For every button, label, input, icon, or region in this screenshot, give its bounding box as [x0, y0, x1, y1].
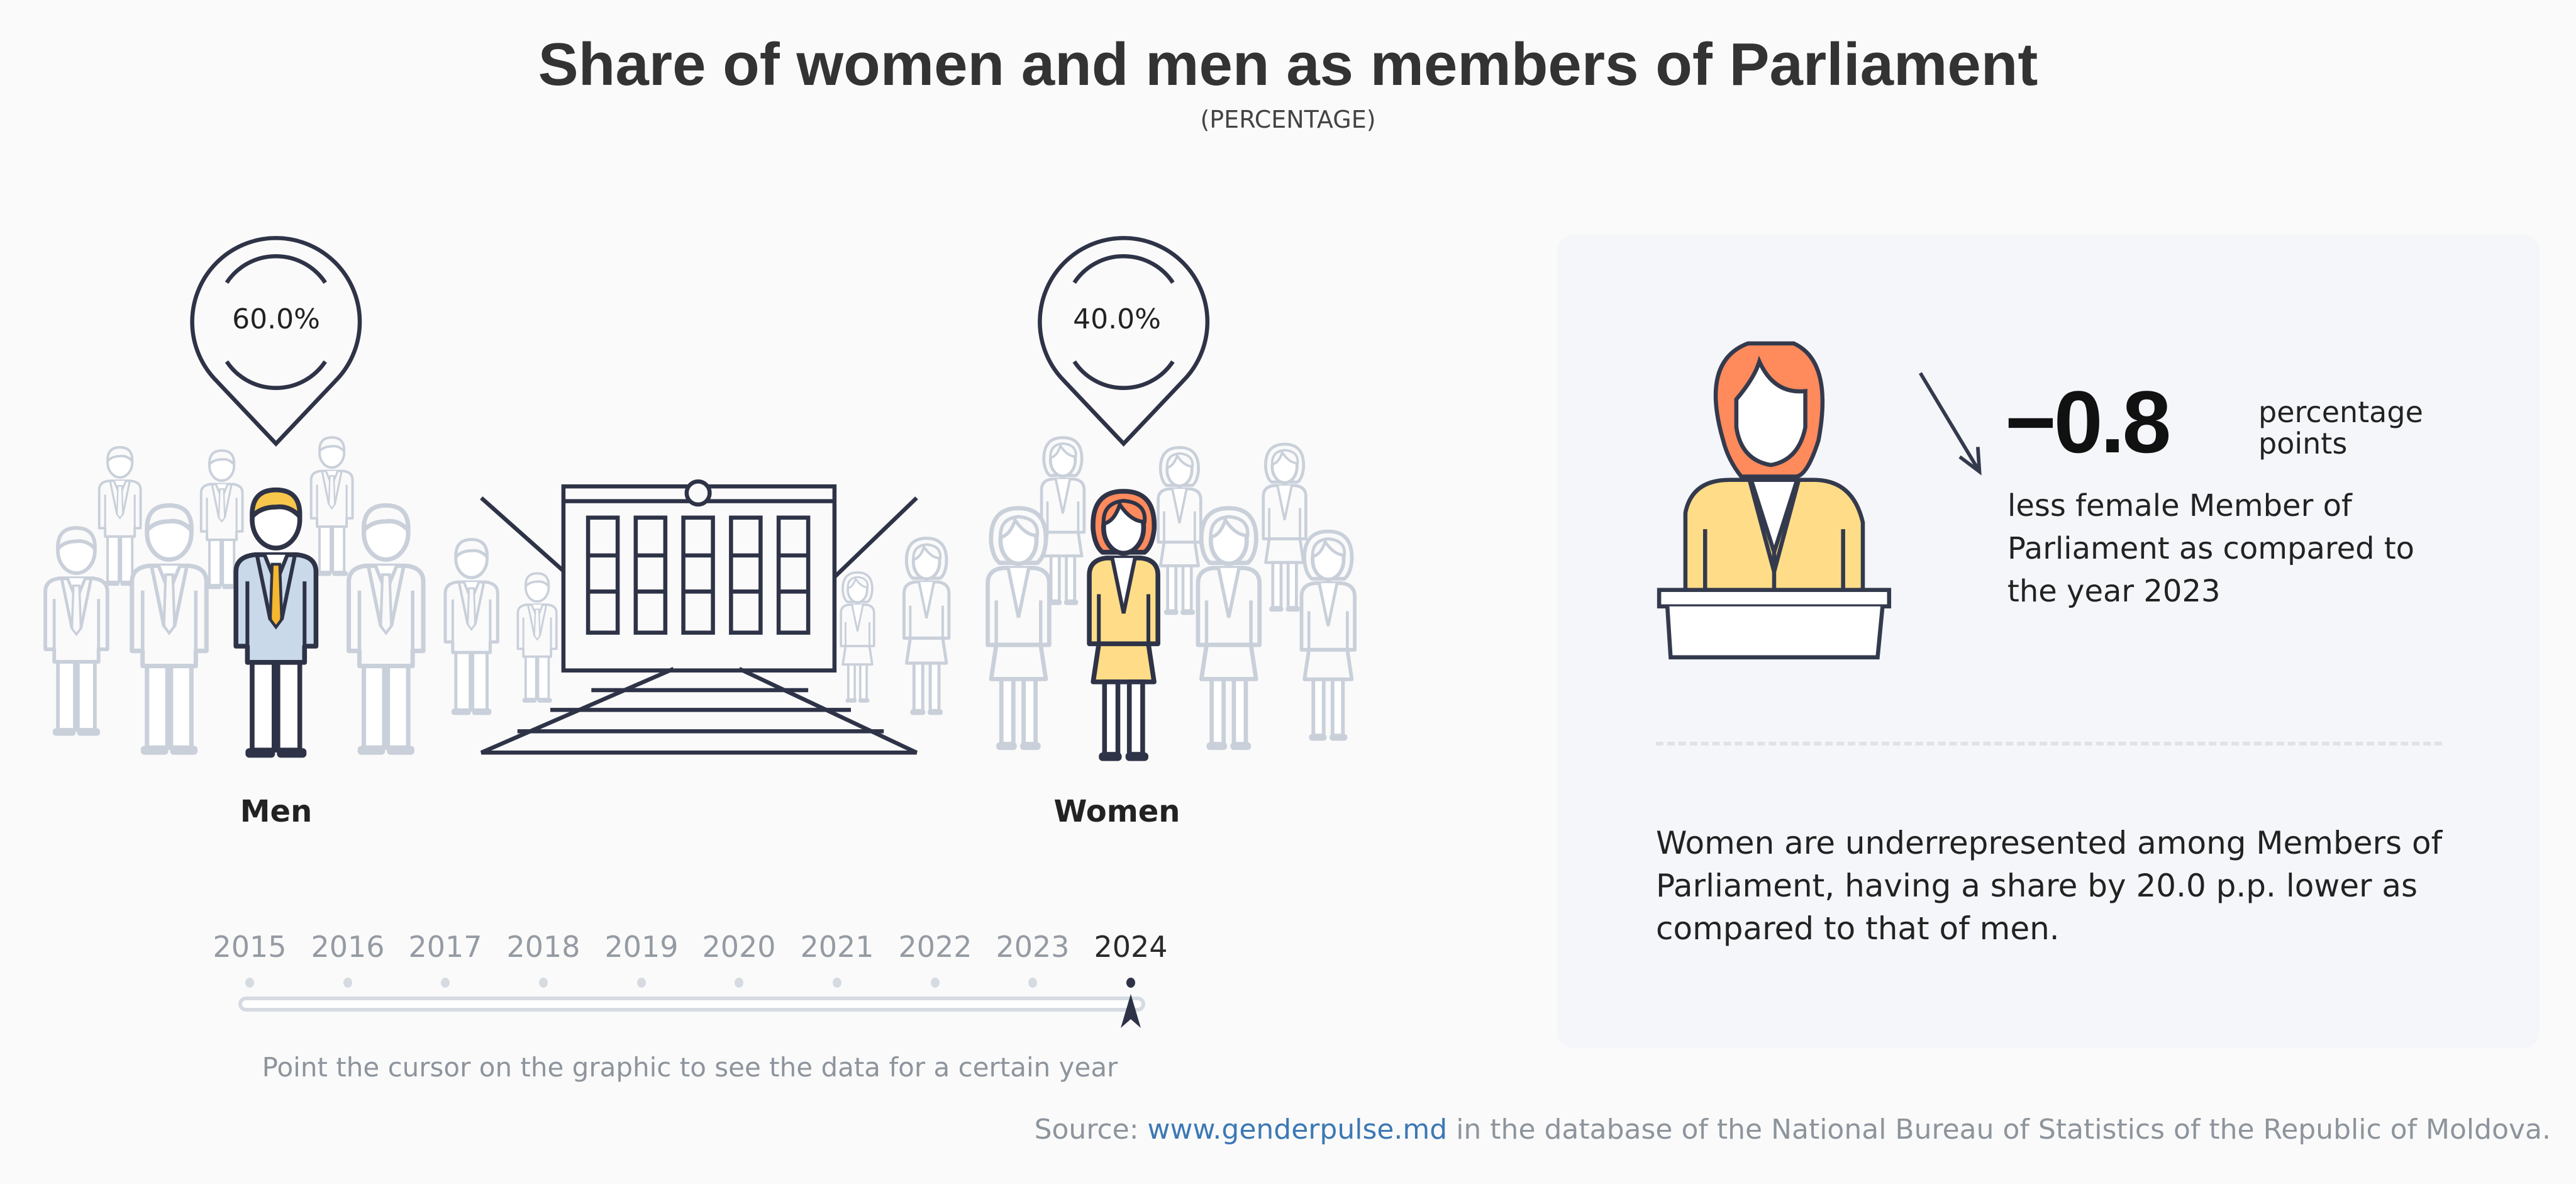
year-2017[interactable]: 2017	[408, 930, 482, 964]
year-2018[interactable]: 2018	[506, 930, 580, 964]
source-note: Source: www.genderpulse.md in the databa…	[1035, 1114, 2551, 1146]
person-icon	[131, 505, 207, 755]
parliament-building-icon	[480, 479, 918, 755]
year-2021[interactable]: 2021	[800, 930, 874, 964]
timeline-dot[interactable]	[245, 978, 254, 988]
person-icon	[45, 528, 108, 736]
source-suffix: in the database of the National Bureau o…	[1447, 1114, 2551, 1146]
slider-handle-icon[interactable]	[1121, 994, 1141, 1028]
change-unit: percentage points	[2258, 395, 2423, 461]
men-percentage: 60.0%	[232, 303, 320, 335]
change-description: less female Member of Parliament as comp…	[2007, 488, 2415, 609]
timeline-dot[interactable]	[833, 978, 841, 988]
women-percentage: 40.0%	[1073, 303, 1161, 335]
person-icon	[1158, 447, 1201, 615]
source-link[interactable]: www.genderpulse.md	[1147, 1114, 1448, 1146]
page-title: Share of women and men as members of Par…	[538, 31, 2038, 98]
timeline-dot[interactable]	[735, 978, 743, 988]
timeline-dot[interactable]	[441, 978, 450, 988]
divider	[1656, 742, 2442, 746]
arrow-down-right-icon	[1918, 372, 1982, 476]
person-icon	[904, 538, 949, 715]
man-highlight-icon	[236, 489, 316, 758]
women-label: Women	[1053, 794, 1180, 829]
person-icon	[311, 437, 353, 576]
women-figures[interactable]	[841, 437, 1355, 761]
year-2016[interactable]: 2016	[311, 930, 385, 964]
year-2020[interactable]: 2020	[702, 930, 776, 964]
person-icon	[1301, 531, 1355, 741]
men-value-pin	[190, 236, 362, 447]
change-value: −0.8	[2005, 372, 2171, 471]
person-icon	[518, 573, 557, 703]
summary-text: Women are underrepresented among Members…	[1656, 825, 2443, 947]
timeline-dot[interactable]	[1028, 978, 1037, 988]
woman-highlight-icon	[1089, 491, 1158, 761]
timeline-dot-selected[interactable]	[1126, 978, 1135, 988]
woman-at-podium-icon	[1657, 341, 1892, 660]
year-2024-selected[interactable]: 2024	[1094, 930, 1168, 964]
women-value-pin	[1038, 236, 1210, 447]
timeline-dot[interactable]	[539, 978, 548, 988]
page-subtitle: (PERCENTAGE)	[1200, 106, 1376, 133]
person-icon	[1197, 508, 1260, 751]
timeline-dot[interactable]	[637, 978, 646, 988]
person-icon	[99, 447, 141, 586]
year-2019[interactable]: 2019	[604, 930, 679, 964]
timeline-hint: Point the cursor on the graphic to see t…	[262, 1052, 1118, 1083]
person-icon	[841, 572, 874, 703]
source-prefix: Source:	[1034, 1114, 1148, 1146]
timeline-dot[interactable]	[343, 978, 352, 988]
men-label: Men	[240, 794, 313, 829]
men-figures[interactable]	[45, 437, 557, 758]
person-icon	[445, 539, 498, 715]
year-2023[interactable]: 2023	[996, 930, 1070, 964]
year-2015[interactable]: 2015	[213, 930, 287, 964]
timeline-slider-track[interactable]	[238, 997, 1145, 1012]
person-icon	[348, 505, 424, 755]
person-icon	[1263, 444, 1306, 612]
year-2022[interactable]: 2022	[898, 930, 972, 964]
timeline-dot[interactable]	[931, 978, 940, 988]
person-icon	[987, 508, 1050, 751]
